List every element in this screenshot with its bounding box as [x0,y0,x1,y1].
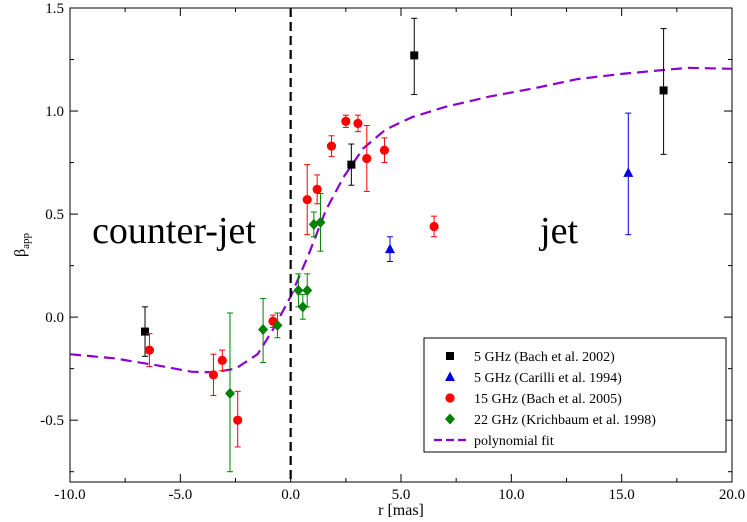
data-point [144,345,155,355]
data-point [293,284,304,296]
data-point [217,355,227,366]
data-point [341,116,351,126]
data-point [224,387,235,399]
data-point [302,195,312,205]
y-tick-label: 0.5 [45,207,64,223]
series-1 [141,17,668,357]
x-tick-label: 10.0 [498,487,524,503]
data-point [384,243,395,254]
data-point [315,216,326,228]
y-tick-label: 1.0 [45,104,64,120]
data-point [258,323,269,335]
legend-box [423,337,727,453]
y-axis-label-sub: app [20,232,32,248]
y-tick-label: -0.5 [40,413,64,429]
data-point [353,118,363,129]
legend-marker [446,352,454,360]
data-point [429,221,439,232]
x-tick-label: -10.0 [54,487,85,503]
points-layer [141,17,668,473]
fit-layer [69,66,733,374]
legend-marker [445,371,455,381]
data-point [208,370,219,380]
y-tick-label: 1.5 [45,1,64,17]
data-point [326,141,337,151]
x-tick-label: 0.0 [281,487,300,503]
legend-marker [445,393,455,403]
svg-text:βapp: βapp [12,232,32,257]
series-4 [224,192,326,473]
x-axis-label: r [mas] [378,502,424,519]
data-point [302,284,313,296]
legend-label: polynomial fit [474,434,554,449]
data-point [362,153,372,164]
data-point [312,184,322,194]
axis-ticks: -10.0 -5.0 0.0 5.0 10.0 15.0 20.0 -0.5 0.0 0.5 1.0… [40,1,745,503]
y-tick-label: 0.0 [45,310,64,326]
data-point [297,301,308,313]
legend-marker [445,413,455,425]
polynomial-fit-line [69,66,733,374]
legend: 5 GHz (Bach et al. 2002) 5 GHz (Carilli e… [423,337,727,453]
legend-label: 5 GHz (Bach et al. 2002) [474,350,615,365]
x-tick-label: 15.0 [609,487,635,503]
data-point [623,167,634,177]
annotation-counter-jet: counter-jet [92,210,256,252]
data-point [141,327,150,336]
legend-label: 5 GHz (Carilli et al. 1994) [474,371,622,386]
series-3 [144,114,439,448]
x-tick-label: -5.0 [168,487,192,503]
data-point [410,51,419,60]
data-point [379,145,390,155]
series-2 [384,112,634,262]
data-point [659,86,668,95]
y-axis-label: βapp [12,232,32,257]
annotation-jet: jet [538,210,578,252]
x-tick-label: 20.0 [719,487,745,503]
data-point [233,415,243,425]
legend-label: 22 GHz (Krichbaum et al. 1998) [474,413,656,428]
x-tick-label: 5.0 [392,487,411,503]
legend-items: 5 GHz (Bach et al. 2002) 5 GHz (Carilli e… [434,350,656,449]
legend-label: 15 GHz (Bach et al. 2005) [474,392,622,407]
y-axis-label-main: β [12,249,29,257]
data-point [272,319,283,331]
data-point [347,160,356,169]
